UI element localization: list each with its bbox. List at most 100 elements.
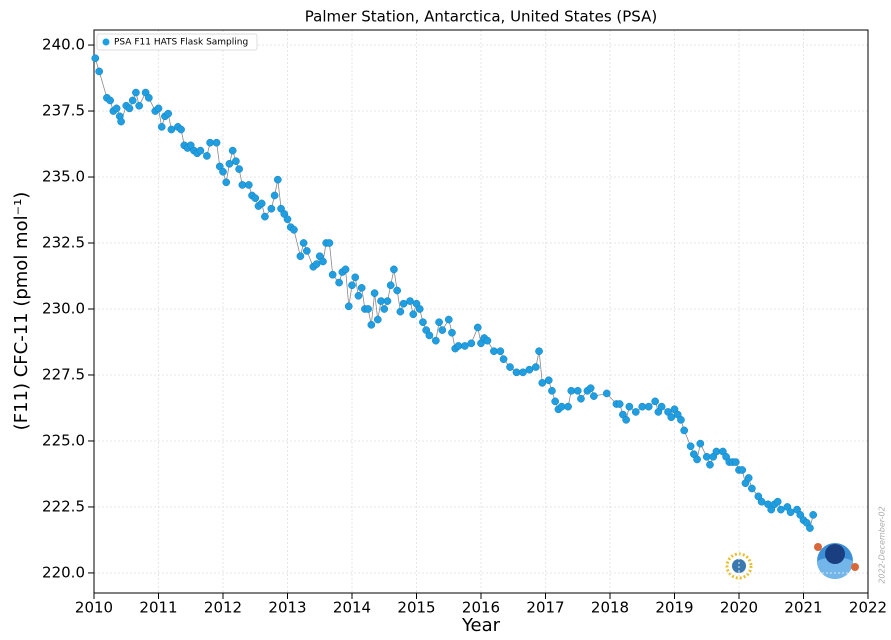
data-point xyxy=(586,384,595,393)
data-point xyxy=(251,194,260,202)
data-point xyxy=(144,93,153,102)
data-point xyxy=(483,336,492,345)
legend-box xyxy=(96,33,258,51)
data-point xyxy=(383,297,392,305)
data-point xyxy=(693,455,701,464)
data-point xyxy=(622,416,630,424)
y-tick-label: 240.0 xyxy=(42,36,85,54)
data-point xyxy=(344,302,353,311)
x-tick-label: 2021 xyxy=(784,599,822,617)
x-tick-label: 2013 xyxy=(268,599,306,617)
data-point xyxy=(206,138,214,147)
trend-line xyxy=(94,58,814,530)
y-tick-label: 235.0 xyxy=(42,168,85,186)
data-point xyxy=(312,260,321,268)
data-point xyxy=(257,199,266,208)
data-point xyxy=(335,278,343,287)
data-point xyxy=(551,397,560,406)
data-point xyxy=(203,152,211,160)
data-point xyxy=(548,386,556,395)
data-point xyxy=(677,416,685,424)
data-point xyxy=(590,392,598,400)
data-point xyxy=(773,497,782,506)
data-point xyxy=(625,402,634,411)
data-point xyxy=(177,125,185,134)
data-point xyxy=(490,347,498,356)
data-point xyxy=(167,125,176,134)
data-point xyxy=(261,212,269,221)
data-point xyxy=(228,146,237,155)
data-point xyxy=(117,117,125,126)
data-point xyxy=(419,318,427,327)
data-point xyxy=(154,104,163,113)
data-point xyxy=(106,96,114,105)
data-point xyxy=(473,323,482,332)
x-tick-label: 2019 xyxy=(655,599,693,617)
data-point xyxy=(415,305,424,313)
data-point xyxy=(425,331,434,340)
data-point xyxy=(164,109,173,118)
data-point xyxy=(386,281,395,290)
data-point xyxy=(657,402,666,411)
y-tick-label: 232.5 xyxy=(42,234,85,252)
data-point xyxy=(577,394,585,403)
data-point xyxy=(393,286,401,295)
x-tick-label: 2020 xyxy=(720,599,758,617)
data-point xyxy=(651,397,660,406)
data-point xyxy=(706,460,714,469)
y-tick-label: 220.0 xyxy=(42,563,85,581)
data-point xyxy=(638,402,647,411)
data-point xyxy=(435,318,443,327)
data-point xyxy=(132,88,140,97)
data-point xyxy=(696,439,705,448)
data-point xyxy=(535,347,543,356)
logo-noaa xyxy=(814,543,859,579)
data-point xyxy=(128,96,137,105)
data-point xyxy=(538,379,547,387)
data-point xyxy=(364,305,372,313)
data-point xyxy=(91,54,100,63)
data-point xyxy=(738,466,747,474)
legend-marker xyxy=(102,38,110,46)
x-tick-label: 2010 xyxy=(75,599,113,617)
data-point xyxy=(567,386,576,395)
x-tick-label: 2017 xyxy=(526,599,564,617)
data-point xyxy=(454,342,463,350)
plot-frame xyxy=(93,29,869,594)
data-point xyxy=(95,67,104,76)
data-point xyxy=(125,104,134,113)
y-tick-label: 227.5 xyxy=(42,365,85,383)
data-point xyxy=(748,484,756,493)
data-point xyxy=(615,400,624,408)
x-tick-label: 2022 xyxy=(849,599,887,617)
data-point xyxy=(786,508,795,517)
data-point xyxy=(238,181,247,189)
data-point xyxy=(373,315,382,324)
data-point xyxy=(328,270,337,279)
data-point xyxy=(112,104,121,113)
data-point xyxy=(712,447,721,456)
data-point xyxy=(196,146,205,155)
data-point xyxy=(390,265,398,274)
data-point xyxy=(283,215,292,224)
data-point xyxy=(303,247,311,255)
data-point xyxy=(631,408,640,416)
data-point xyxy=(290,225,298,234)
data-point xyxy=(370,289,379,298)
data-point xyxy=(686,442,695,451)
x-tick-label: 2011 xyxy=(139,599,177,617)
x-tick-label: 2016 xyxy=(462,599,500,617)
x-tick-label: 2014 xyxy=(333,599,371,617)
chart-title: Palmer Station, Antarctica, United State… xyxy=(305,8,657,26)
date-annotation: 2022-December-02 xyxy=(878,506,887,583)
data-point xyxy=(557,402,566,411)
data-point xyxy=(319,257,327,266)
data-point xyxy=(219,167,227,176)
data-point xyxy=(380,305,389,313)
data-point xyxy=(499,355,508,363)
data-point xyxy=(432,336,440,345)
legend-label: PSA F11 HATS Flask Sampling xyxy=(114,38,248,48)
data-point xyxy=(467,339,476,348)
data-point xyxy=(438,326,447,334)
data-point xyxy=(702,452,711,461)
